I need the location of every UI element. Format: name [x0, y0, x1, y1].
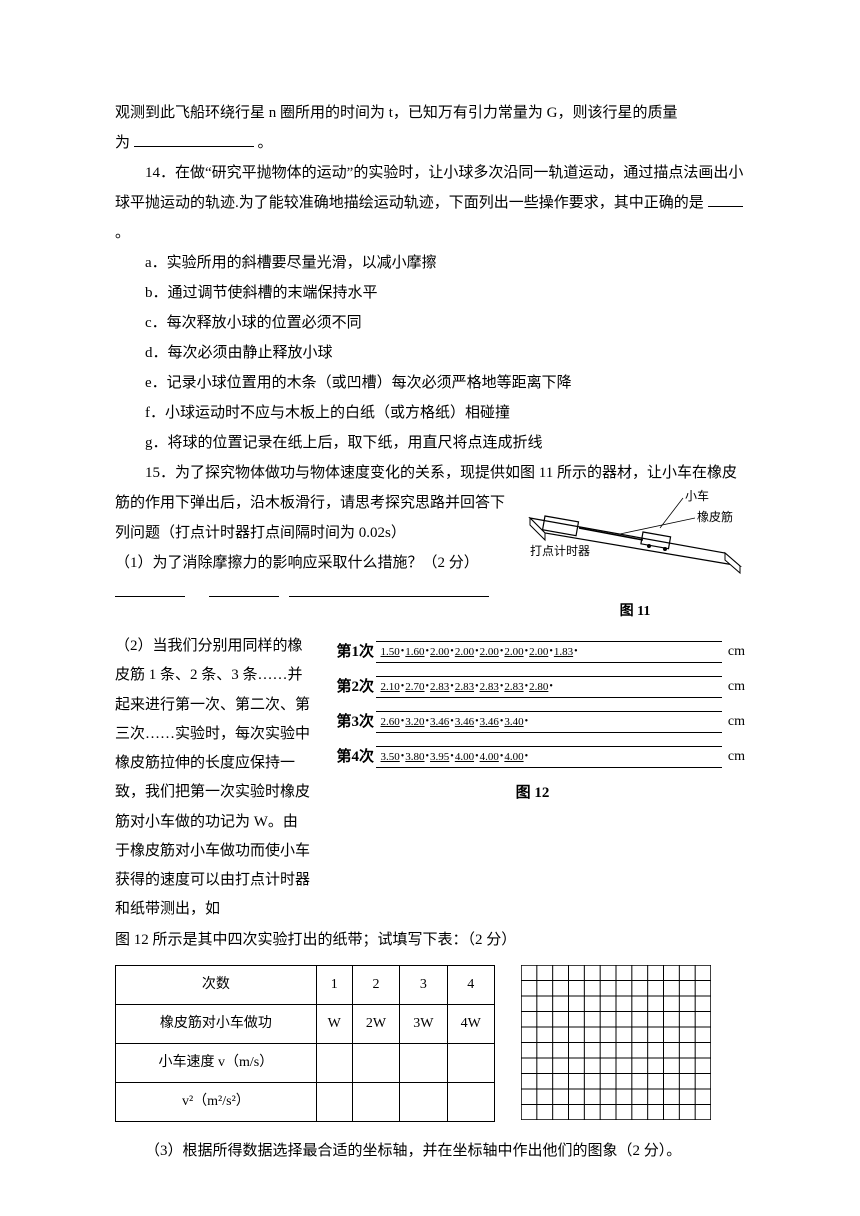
q13-prefix: 为 — [115, 135, 130, 151]
r2-4[interactable] — [447, 1043, 494, 1082]
q14-opt-e: e．记录小球位置用的木条（或凹槽）每次必须严格地等距离下降 — [115, 368, 745, 398]
tape-label: 第1次 — [320, 637, 376, 667]
q15-row: 筋的作用下弹出后，沿木板滑行，请思考探究思路并回答下列问题（打点计时器打点间隔时… — [115, 488, 745, 626]
tape-row-3: 第3次•2.60•3.20•3.46•3.46•3.46•3.40• cm — [320, 707, 745, 737]
fig11-car-label: 小车 — [685, 488, 709, 503]
fig11-timer-label: 打点计时器 — [530, 544, 590, 558]
q15-section2: （2）当我们分别用同样的橡皮筋 1 条、2 条、3 条……并起来进行第一次、第二… — [115, 632, 745, 925]
tape-strip: •2.60•3.20•3.46•3.46•3.46•3.40• — [376, 711, 722, 733]
r2-3[interactable] — [400, 1043, 447, 1082]
tape-strip: •2.10•2.70•2.83•2.83•2.83•2.83•2.80• — [376, 676, 722, 698]
q13-line2: 为 。 — [115, 128, 745, 158]
r3-3[interactable] — [400, 1082, 447, 1121]
tape-unit: cm — [728, 708, 745, 736]
r1-0: 橡皮筋对小车做功 — [116, 1004, 317, 1043]
q15-table-grid: 次数 1 2 3 4 橡皮筋对小车做功 W 2W 3W 4W 小车速度 v（m/… — [115, 965, 745, 1122]
r3-label: v²（m²/s²） — [116, 1082, 317, 1121]
ans-line-b[interactable] — [209, 582, 279, 597]
q14-stem-text: 14．在做“研究平抛物体的运动”的实验时，让小球多次沿同一轨道运动，通过描点法画… — [115, 165, 743, 211]
q13-blank[interactable] — [134, 131, 254, 148]
q14-stem-suffix: 。 — [115, 225, 130, 241]
figure-11: 小车 橡皮筋 打点计时器 图 11 — [525, 488, 745, 626]
tape-label: 第3次 — [320, 707, 376, 737]
q14-opt-g: g．将球的位置记录在纸上后，取下纸，用直尺将点连成折线 — [115, 428, 745, 458]
tapes-container: 第1次•1.50•1.60•2.00•2.00•2.00•2.00•2.00•1… — [320, 632, 745, 808]
q15-p1: （1）为了消除摩擦力的影响应采取什么措施？（2 分） — [115, 548, 515, 578]
th-4: 4 — [447, 965, 494, 1004]
r1-1: W — [316, 1004, 352, 1043]
q15-text-block: 筋的作用下弹出后，沿木板滑行，请思考探究思路并回答下列问题（打点计时器打点间隔时… — [115, 488, 515, 608]
tape-strip: •1.50•1.60•2.00•2.00•2.00•2.00•2.00•1.83… — [376, 641, 722, 663]
tape-label: 第2次 — [320, 672, 376, 702]
q14-opt-c: c．每次释放小球的位置必须不同 — [115, 308, 745, 338]
fig11-svg: 小车 橡皮筋 打点计时器 — [525, 488, 745, 583]
th-3: 3 — [400, 965, 447, 1004]
fig11-rubber-label: 橡皮筋 — [697, 509, 733, 524]
q15-stem2: 筋的作用下弹出后，沿木板滑行，请思考探究思路并回答下列问题（打点计时器打点间隔时… — [115, 488, 515, 548]
q15-p3: （3）根据所得数据选择最合适的坐标轴，并在坐标轴中作出他们的图象（2 分）。 — [115, 1136, 745, 1166]
q14-blank[interactable] — [708, 191, 743, 208]
data-table: 次数 1 2 3 4 橡皮筋对小车做功 W 2W 3W 4W 小车速度 v（m/… — [115, 965, 495, 1122]
tape-unit: cm — [728, 638, 745, 666]
q14-opt-f: f．小球运动时不应与木板上的白纸（或方格纸）相碰撞 — [115, 398, 745, 428]
table-header-row: 次数 1 2 3 4 — [116, 965, 495, 1004]
q15-answer-line[interactable] — [115, 578, 515, 608]
table-row-v2: v²（m²/s²） — [116, 1082, 495, 1121]
ans-line-c[interactable] — [289, 582, 489, 597]
th-1: 1 — [316, 965, 352, 1004]
table-row-v: 小车速度 v（m/s） — [116, 1043, 495, 1082]
r2-2[interactable] — [352, 1043, 399, 1082]
tape-strip: •3.50•3.80•3.95•4.00•4.00•4.00• — [376, 746, 722, 768]
q14-opt-b: b．通过调节使斜槽的末端保持水平 — [115, 278, 745, 308]
q15-stem1: 15．为了探究物体做功与物体速度变化的关系，现提供如图 11 所示的器材，让小车… — [115, 458, 745, 488]
tape-row-4: 第4次•3.50•3.80•3.95•4.00•4.00•4.00• cm — [320, 742, 745, 772]
r1-3: 3W — [400, 1004, 447, 1043]
table-row-work: 橡皮筋对小车做功 W 2W 3W 4W — [116, 1004, 495, 1043]
r1-2: 2W — [352, 1004, 399, 1043]
r3-1[interactable] — [316, 1082, 352, 1121]
q13-suffix: 。 — [258, 135, 273, 151]
tape-unit: cm — [728, 673, 745, 701]
fig12-caption: 图 12 — [320, 778, 745, 808]
r3-2[interactable] — [352, 1082, 399, 1121]
q14-opt-a: a．实验所用的斜槽要尽量光滑，以减小摩擦 — [115, 248, 745, 278]
th-2: 2 — [352, 965, 399, 1004]
q14-opt-d: d．每次必须由静止释放小球 — [115, 338, 745, 368]
r2-label: 小车速度 v（m/s） — [116, 1043, 317, 1082]
th-0: 次数 — [116, 965, 317, 1004]
r2-1[interactable] — [316, 1043, 352, 1082]
fig11-caption: 图 11 — [525, 598, 745, 626]
q15-p2-part2: 图 12 所示是其中四次实验打出的纸带；试填写下表：（2 分） — [115, 925, 745, 955]
tape-unit: cm — [728, 743, 745, 771]
plot-grid[interactable] — [521, 965, 711, 1120]
r3-4[interactable] — [447, 1082, 494, 1121]
q15-p2-text: （2）当我们分别用同样的橡皮筋 1 条、2 条、3 条……并起来进行第一次、第二… — [115, 632, 310, 925]
tape-row-1: 第1次•1.50•1.60•2.00•2.00•2.00•2.00•2.00•1… — [320, 637, 745, 667]
tape-label: 第4次 — [320, 742, 376, 772]
r1-4: 4W — [447, 1004, 494, 1043]
tape-row-2: 第2次•2.10•2.70•2.83•2.83•2.83•2.83•2.80• c… — [320, 672, 745, 702]
grid-svg — [521, 965, 711, 1120]
q13-line1: 观测到此飞船环绕行星 n 圈所用的时间为 t，已知万有引力常量为 G，则该行星的… — [115, 98, 745, 128]
ans-line-a[interactable] — [115, 582, 185, 597]
q14-stem: 14．在做“研究平抛物体的运动”的实验时，让小球多次沿同一轨道运动，通过描点法画… — [115, 158, 745, 248]
